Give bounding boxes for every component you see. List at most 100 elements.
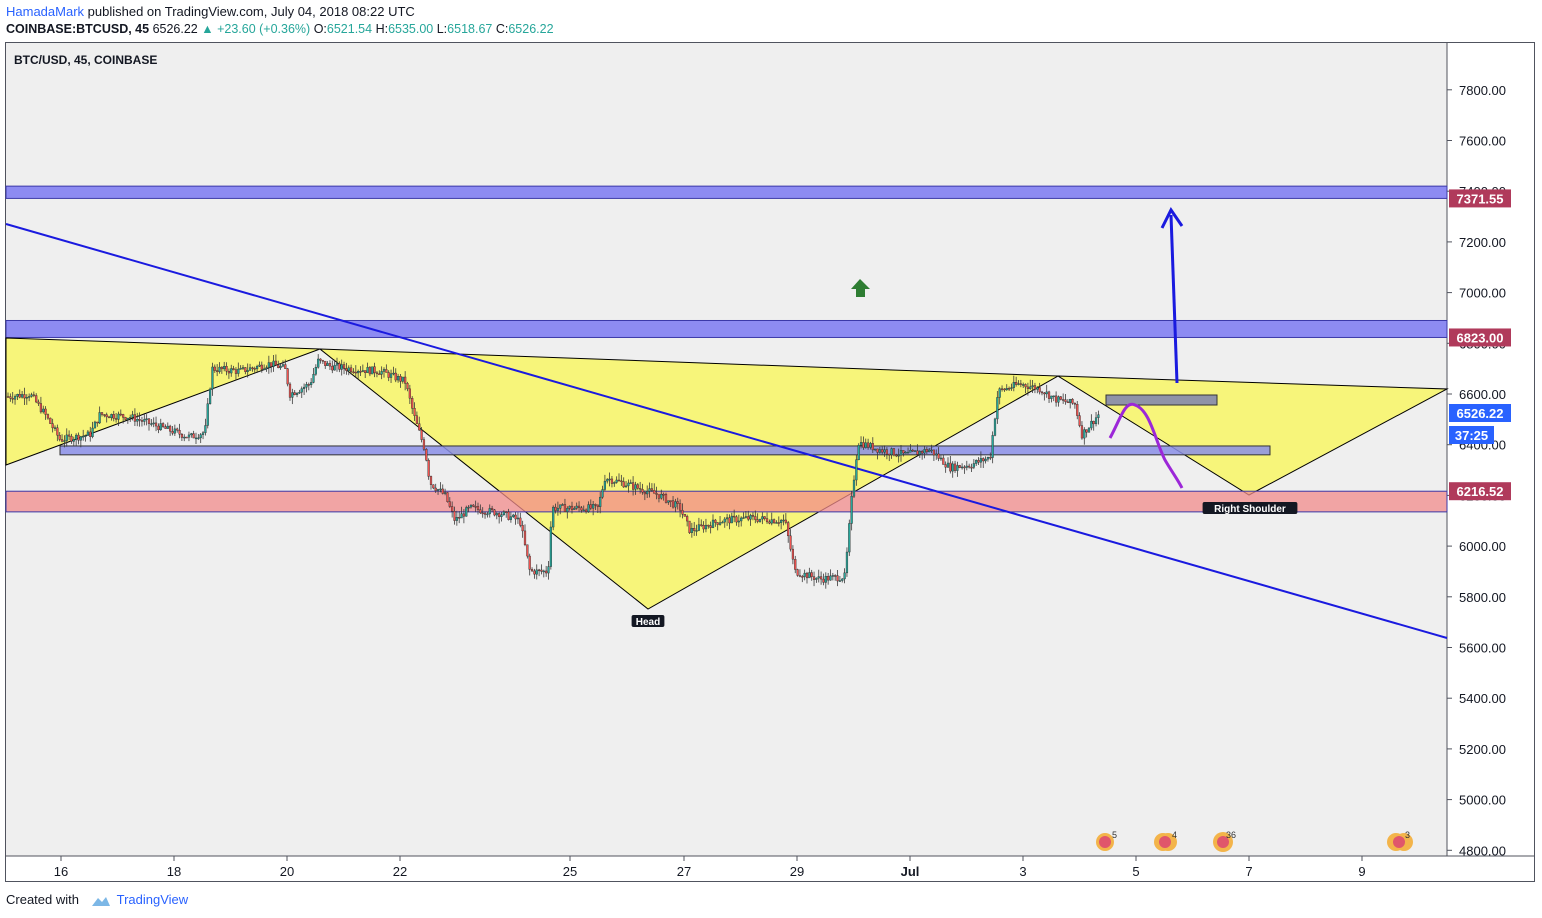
candle-body	[131, 414, 134, 418]
candle-body	[622, 481, 625, 488]
candle-body	[968, 465, 971, 468]
candle-body	[575, 505, 578, 509]
candle-body	[1083, 429, 1086, 439]
candle-body	[538, 569, 541, 572]
candle-body	[1036, 387, 1039, 390]
candle-body	[883, 449, 886, 453]
candle-body	[272, 360, 275, 367]
candle-body	[805, 572, 809, 579]
svg-text:3: 3	[1405, 830, 1410, 840]
candle-body	[1076, 403, 1079, 416]
candle-body	[735, 516, 738, 523]
candle-body	[944, 464, 947, 468]
candle-body	[1057, 396, 1060, 403]
candle-body	[143, 419, 146, 422]
candle-body	[413, 408, 416, 416]
us-flag-icon[interactable]: 4	[1154, 830, 1177, 851]
candle-body	[923, 449, 926, 454]
annotation-label: Head	[636, 617, 660, 628]
candle-body	[796, 569, 799, 576]
tradingview-link[interactable]: TradingView	[116, 892, 189, 907]
candle-body	[133, 414, 136, 422]
candle-body	[84, 435, 87, 437]
candle-body	[516, 517, 520, 520]
candle-body	[335, 363, 339, 366]
candle-body	[761, 516, 764, 520]
x-tick-label: 27	[677, 864, 691, 879]
candle-body	[56, 427, 59, 436]
annotation-bg	[631, 615, 665, 627]
candle-body	[730, 515, 733, 524]
candle-body	[310, 382, 313, 385]
author-link[interactable]: HamadaMark	[6, 4, 85, 19]
candle-body	[373, 366, 376, 374]
candle-body	[660, 493, 663, 499]
candle-body	[1024, 384, 1027, 388]
candle-body	[371, 366, 374, 375]
us-flag-icon[interactable]: 3	[1387, 830, 1413, 851]
candle-body	[679, 503, 682, 511]
candle-body	[119, 413, 122, 416]
candle-body	[740, 517, 743, 522]
candle-body	[841, 578, 844, 581]
candle-body	[350, 367, 353, 373]
candle-body	[465, 507, 468, 517]
candle-body	[479, 509, 482, 514]
candle-body	[204, 425, 207, 433]
candle-body	[599, 496, 602, 507]
chart-title: BTC/USD, 45, COINBASE	[14, 53, 158, 67]
candle-body	[70, 436, 73, 442]
candle-body	[397, 376, 400, 381]
us-flag-icon[interactable]: 5	[1096, 830, 1117, 851]
price-change: ▲ +23.60 (+0.36%)	[201, 22, 311, 36]
candle-body	[9, 396, 12, 399]
candle-body	[655, 493, 658, 495]
candle-body	[406, 383, 409, 390]
candle-body	[1087, 427, 1091, 433]
candle-body	[305, 384, 308, 388]
candle-body	[394, 372, 397, 381]
candle-body	[13, 396, 17, 400]
candle-body	[559, 504, 562, 509]
candle-body	[958, 465, 961, 468]
ohlc-bar: COINBASE:BTCUSD, 45 6526.22 ▲ +23.60 (+0…	[6, 22, 554, 36]
candle-body	[777, 522, 780, 524]
candle-body	[1052, 395, 1055, 398]
candle-body	[775, 522, 778, 524]
candle-body	[820, 576, 823, 580]
candle-body	[345, 368, 348, 371]
candle-body	[89, 431, 92, 437]
candle-body	[37, 401, 40, 404]
candle-body	[664, 493, 668, 503]
candle-body	[949, 462, 952, 472]
y-tick-label: 5800.00	[1459, 590, 1506, 605]
x-tick-label: 9	[1358, 864, 1365, 879]
candle-body	[951, 463, 954, 472]
candle-body	[295, 392, 299, 395]
candle-body	[347, 367, 350, 371]
us-flag-icon[interactable]: 36	[1213, 830, 1236, 852]
candle-body	[107, 416, 111, 419]
candle-body	[1080, 425, 1084, 439]
candle-body	[493, 509, 496, 516]
candle-body	[28, 396, 31, 398]
candle-body	[399, 376, 402, 382]
price-label-bg	[1449, 482, 1511, 501]
candle-body	[585, 509, 588, 512]
candle-body	[657, 494, 661, 499]
candle-body	[519, 517, 522, 526]
candle-body	[307, 384, 310, 386]
candle-body	[159, 423, 162, 431]
candle-body	[681, 509, 684, 515]
candle-body	[286, 368, 289, 385]
candle-body	[728, 517, 731, 524]
candle-body	[166, 425, 169, 429]
candle-body	[453, 511, 456, 521]
candle-body	[110, 414, 113, 419]
candle-body	[258, 364, 261, 367]
open-value: 6521.54	[326, 22, 373, 36]
svg-text:5: 5	[1112, 830, 1117, 840]
candle-body	[592, 504, 595, 509]
candle-body	[446, 492, 449, 502]
